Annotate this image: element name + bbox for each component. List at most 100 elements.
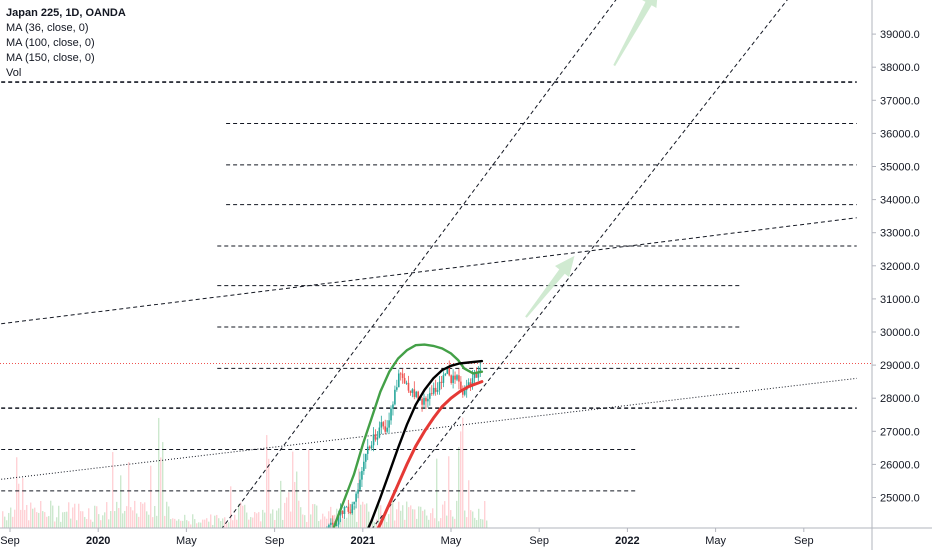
volume-bar bbox=[276, 510, 278, 528]
volume-bar bbox=[386, 521, 388, 528]
volume-bar bbox=[452, 516, 454, 528]
volume-bar bbox=[252, 517, 254, 528]
volume-bar bbox=[14, 509, 16, 528]
volume-bar bbox=[164, 515, 166, 528]
volume-bar bbox=[128, 462, 130, 528]
y-tick-label: 25000.0 bbox=[880, 493, 920, 505]
volume-bar bbox=[192, 514, 194, 528]
candle-body bbox=[378, 427, 381, 438]
x-tick-label: May bbox=[441, 535, 462, 547]
volume-bar bbox=[284, 502, 286, 528]
candle-body bbox=[434, 387, 437, 392]
candle-body bbox=[326, 532, 328, 533]
volume-bar bbox=[92, 521, 94, 528]
volume-bar bbox=[56, 517, 58, 528]
volume-bar bbox=[480, 518, 482, 528]
y-tick-label: 39000.0 bbox=[880, 29, 920, 41]
y-tick-label: 28000.0 bbox=[880, 393, 920, 405]
volume-bar bbox=[318, 521, 320, 528]
candle-body bbox=[436, 390, 439, 392]
volume-bar bbox=[292, 451, 294, 528]
candle-body bbox=[452, 375, 454, 383]
volume-bar bbox=[182, 520, 184, 528]
candle-body bbox=[364, 453, 367, 462]
volume-bar bbox=[294, 481, 296, 528]
candle-body bbox=[386, 427, 388, 432]
volume-bar bbox=[404, 519, 406, 528]
candle-body bbox=[351, 504, 354, 514]
volume-bar bbox=[372, 519, 374, 528]
volume-bar bbox=[124, 510, 126, 528]
volume-bar bbox=[96, 506, 98, 528]
volume-bar bbox=[32, 508, 34, 528]
candle-body bbox=[401, 373, 404, 378]
candle-body bbox=[376, 437, 379, 440]
candle-body bbox=[477, 372, 480, 378]
volume-bar bbox=[208, 521, 210, 528]
volume-bar bbox=[476, 520, 478, 528]
volume-bar bbox=[244, 504, 246, 528]
candle-body bbox=[337, 515, 340, 525]
volume-bar bbox=[314, 504, 316, 528]
volume-bar bbox=[368, 511, 370, 528]
volume-bar bbox=[450, 510, 452, 528]
volume-bar bbox=[272, 509, 274, 528]
volume-bar bbox=[358, 468, 360, 528]
volume-bar bbox=[118, 508, 120, 528]
candle-body bbox=[446, 367, 449, 374]
volume-bar bbox=[132, 510, 134, 528]
volume-bar bbox=[322, 513, 324, 528]
volume-bar bbox=[288, 492, 290, 528]
volume-bar bbox=[166, 501, 168, 528]
volume-bar bbox=[90, 519, 92, 528]
volume-bar bbox=[250, 517, 252, 528]
candle-body bbox=[421, 398, 423, 405]
volume-bar bbox=[122, 513, 124, 528]
volume-bar bbox=[286, 497, 288, 528]
volume-bar bbox=[104, 512, 106, 528]
volume-bar bbox=[420, 506, 422, 528]
volume-bar bbox=[328, 511, 330, 528]
volume-bar bbox=[396, 509, 398, 528]
candle-body bbox=[438, 381, 441, 391]
y-tick-label: 37000.0 bbox=[880, 95, 920, 107]
candle-body bbox=[392, 404, 394, 409]
candle-body bbox=[440, 381, 443, 383]
y-tick-label: 35000.0 bbox=[880, 162, 920, 174]
volume-bar bbox=[84, 516, 86, 528]
candle-body bbox=[399, 373, 402, 375]
y-tick-label: 32000.0 bbox=[880, 261, 920, 273]
volume-bar bbox=[316, 505, 318, 528]
volume-bar bbox=[218, 518, 220, 528]
volume-bar bbox=[426, 515, 428, 528]
x-tick-label: Sep bbox=[265, 535, 285, 547]
volume-bar bbox=[290, 511, 292, 528]
volume-bar bbox=[44, 512, 46, 528]
volume-bar bbox=[390, 502, 392, 528]
volume-bar bbox=[346, 517, 348, 528]
volume-bar bbox=[258, 512, 260, 528]
candle-body bbox=[432, 387, 435, 394]
volume-bar bbox=[306, 521, 308, 528]
volume-bar bbox=[242, 505, 244, 528]
x-tick-label: Sep bbox=[0, 535, 20, 547]
volume-bar bbox=[24, 509, 26, 528]
candle-body bbox=[355, 493, 357, 502]
volume-bar bbox=[16, 457, 18, 528]
x-tick-label: May bbox=[705, 535, 726, 547]
y-tick-label: 34000.0 bbox=[880, 195, 920, 207]
trend-line bbox=[1, 217, 857, 325]
volume-bar bbox=[454, 518, 456, 528]
horizontal-levels bbox=[0, 81, 872, 492]
volume-bar bbox=[80, 511, 82, 528]
volume-bar bbox=[8, 512, 10, 528]
volume-bar bbox=[12, 516, 14, 528]
candle-body bbox=[359, 479, 361, 490]
volume-bar bbox=[350, 509, 352, 528]
volume-bar bbox=[170, 519, 172, 528]
candle-body bbox=[330, 522, 332, 525]
volume-bar bbox=[98, 514, 100, 528]
volume-bar bbox=[172, 518, 174, 528]
